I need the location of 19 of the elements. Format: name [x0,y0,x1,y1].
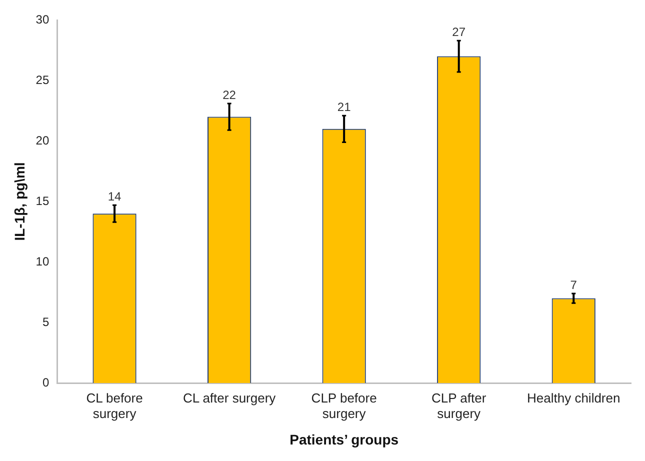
x-tick-label: CL after surgery [182,390,276,406]
data-label: 27 [452,24,466,39]
y-tick-label: 25 [36,72,50,87]
y-tick-label: 10 [36,254,50,268]
x-tick-label: Healthy children [527,390,620,406]
x-axis-title: Patients’ groups [290,431,399,448]
data-label: 14 [108,189,122,204]
x-tick-label: CLP after surgery [432,390,487,421]
x-tick-label: CLP before surgery [311,390,377,421]
data-label: 7 [570,278,578,292]
x-tick-label: CL before surgery [86,390,143,421]
y-tick-label: 0 [42,375,50,390]
data-label: 21 [337,100,352,114]
y-tick-label: 20 [36,133,50,148]
y-tick-label: 30 [36,12,50,26]
y-axis-title: IL-1β, pg\ml [11,162,28,241]
data-label: 22 [222,88,236,102]
y-tick-label: 5 [42,314,50,329]
y-tick-label: 15 [36,194,50,208]
